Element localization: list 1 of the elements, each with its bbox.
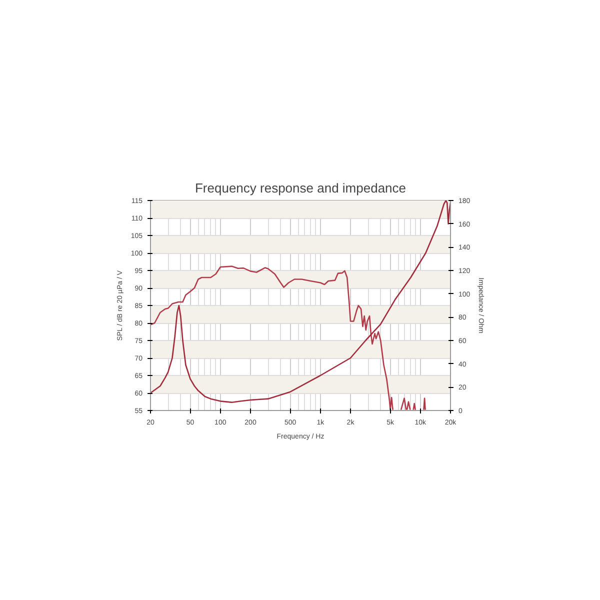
chart-title: Frequency response and impedance: [194, 180, 406, 196]
